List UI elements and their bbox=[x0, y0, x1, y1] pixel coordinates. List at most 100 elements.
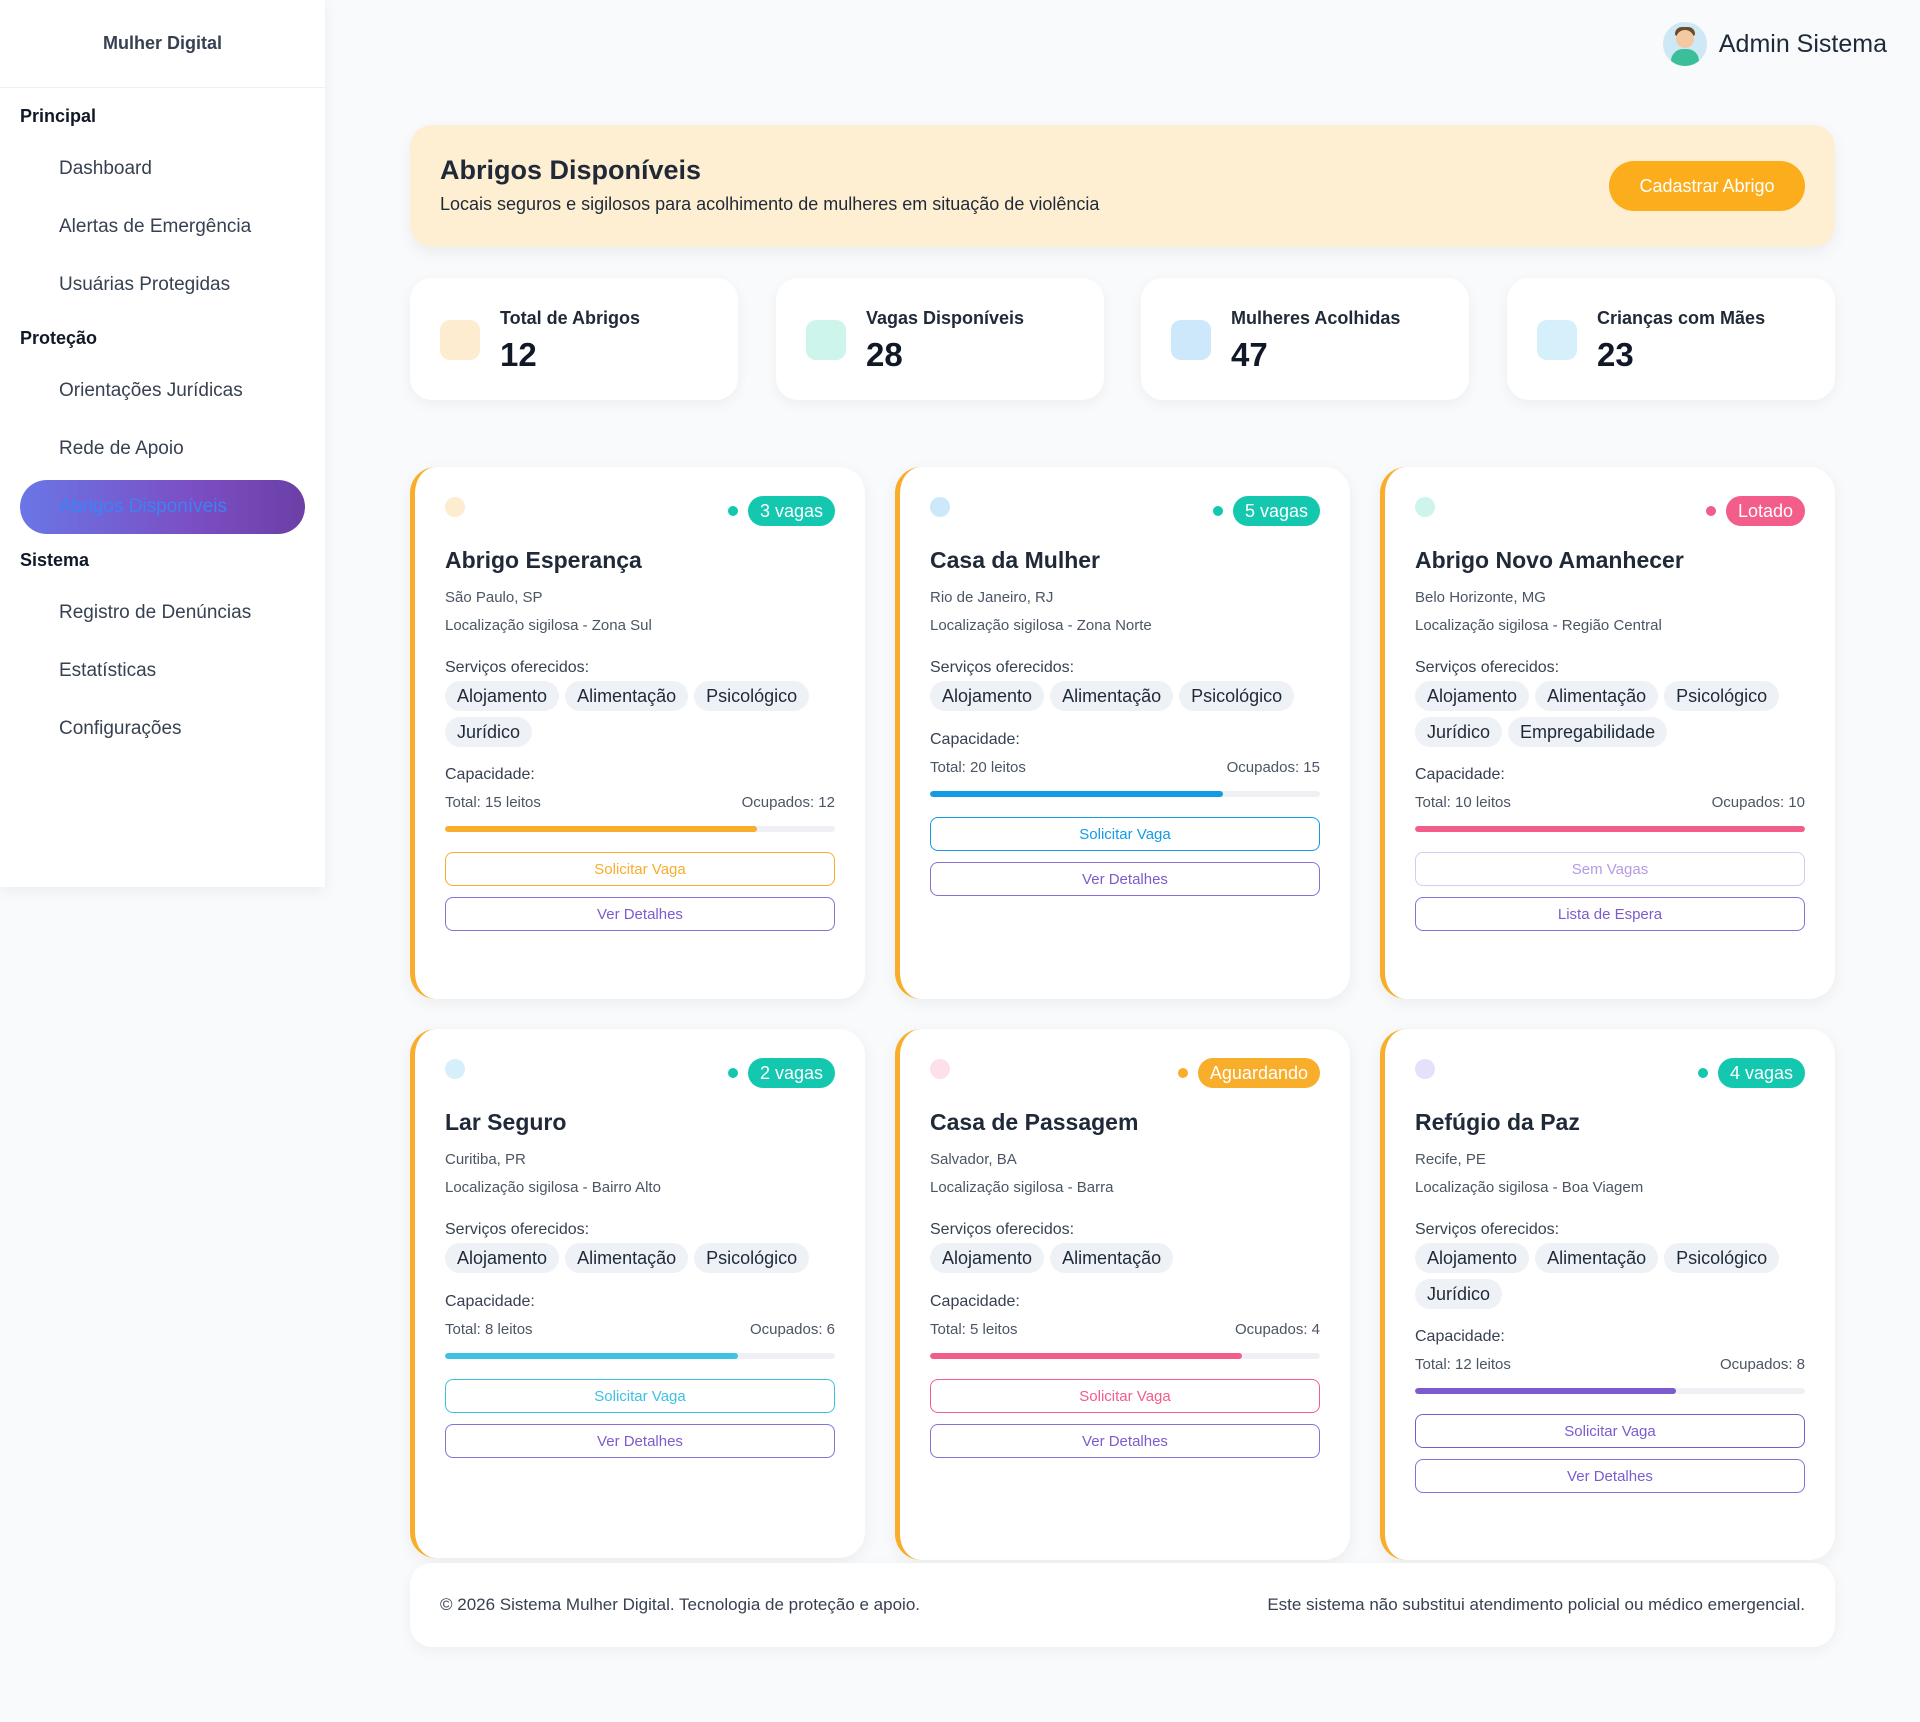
shelter-status-dot bbox=[445, 1059, 465, 1079]
sidebar-item-estatisticas[interactable]: Estatísticas bbox=[59, 660, 157, 681]
solicitar-vaga-button[interactable]: Solicitar Vaga bbox=[445, 1379, 835, 1413]
occupancy-bar bbox=[445, 1353, 835, 1359]
shelter-city: Salvador, BA bbox=[930, 1151, 1017, 1168]
shelter-card-casa-de-passagem: Aguardando Casa de Passagem Salvador, BA… bbox=[895, 1029, 1350, 1560]
stat-card-mulheres: Mulheres Acolhidas 47 bbox=[1141, 278, 1469, 400]
status-badge: 2 vagas bbox=[747, 1058, 835, 1088]
lista-de-espera-button[interactable]: Lista de Espera bbox=[1415, 897, 1805, 931]
availability-badge: Lotado bbox=[1705, 496, 1805, 526]
sidebar-item-usuarias[interactable]: Usuárias Protegidas bbox=[59, 274, 231, 295]
services-label: Serviços oferecidos: bbox=[930, 659, 1075, 676]
sidebar-item-configuracoes[interactable]: Configurações bbox=[59, 718, 182, 739]
service-tag: Psicológico bbox=[1179, 681, 1295, 711]
capacity-label: Capacidade: bbox=[930, 1293, 1020, 1310]
user-name: Admin Sistema bbox=[1718, 29, 1887, 58]
solicitar-vaga-button[interactable]: Solicitar Vaga bbox=[930, 1379, 1320, 1413]
sidebar-item-rede-apoio[interactable]: Rede de Apoio bbox=[59, 438, 184, 459]
capacity-row: Total: 12 leitos Ocupados: 8 bbox=[1415, 1356, 1805, 1373]
stat-value: 23 bbox=[1597, 336, 1634, 373]
user-avatar-icon bbox=[1662, 22, 1707, 66]
occupancy-bar bbox=[1415, 1388, 1805, 1394]
availability-badge: 5 vagas bbox=[1212, 496, 1320, 526]
occupancy-fill bbox=[445, 1353, 738, 1359]
service-tag: Alimentação bbox=[1535, 1243, 1659, 1273]
status-badge: 3 vagas bbox=[747, 496, 835, 526]
shelter-card-lar-seguro: 2 vagas Lar Seguro Curitiba, PR Localiza… bbox=[410, 1029, 865, 1558]
user-menu[interactable]: Admin Sistema bbox=[1662, 22, 1887, 66]
solicitar-vaga-button[interactable]: Solicitar Vaga bbox=[1415, 1414, 1805, 1448]
sidebar-item-denuncias[interactable]: Registro de Denúncias bbox=[59, 602, 252, 623]
sidebar-item-orientacoes[interactable]: Orientações Jurídicas bbox=[59, 380, 243, 401]
service-tag: Psicológico bbox=[694, 1243, 810, 1273]
availability-badge: 2 vagas bbox=[727, 1058, 835, 1088]
shelter-status-dot bbox=[1415, 1059, 1435, 1079]
shelter-name: Abrigo Novo Amanhecer bbox=[1415, 547, 1684, 573]
services-label: Serviços oferecidos: bbox=[1415, 659, 1560, 676]
service-tag: Alojamento bbox=[1415, 1243, 1530, 1273]
shelter-status-dot bbox=[930, 1059, 950, 1079]
capacity-occupied: Ocupados: 4 bbox=[1234, 1321, 1320, 1338]
capacity-occupied: Ocupados: 15 bbox=[1226, 759, 1320, 776]
stat-label: Vagas Disponíveis bbox=[866, 308, 1025, 328]
shelter-location: Localização sigilosa - Barra bbox=[930, 1179, 1114, 1196]
occupancy-fill bbox=[1415, 826, 1805, 832]
sidebar-item-alertas[interactable]: Alertas de Emergência bbox=[59, 216, 252, 237]
stat-card-vagas: Vagas Disponíveis 28 bbox=[776, 278, 1104, 400]
service-tag: Alimentação bbox=[565, 681, 689, 711]
service-tag: Alimentação bbox=[1535, 681, 1659, 711]
stat-label: Mulheres Acolhidas bbox=[1231, 308, 1401, 328]
solicitar-vaga-button[interactable]: Solicitar Vaga bbox=[445, 852, 835, 886]
service-tag: Alimentação bbox=[565, 1243, 689, 1273]
sem-vagas-button[interactable]: Sem Vagas bbox=[1415, 852, 1805, 886]
status-badge: Lotado bbox=[1725, 496, 1805, 526]
stat-value: 47 bbox=[1231, 336, 1268, 373]
brand-name: Mulher Digital bbox=[0, 0, 325, 88]
solicitar-vaga-button[interactable]: Solicitar Vaga bbox=[930, 817, 1320, 851]
ver-detalhes-button[interactable]: Ver Detalhes bbox=[445, 897, 835, 931]
stat-value: 28 bbox=[866, 336, 903, 373]
capacity-label: Capacidade: bbox=[1415, 766, 1505, 783]
status-badge: 4 vagas bbox=[1717, 1058, 1805, 1088]
sidebar-item-abrigos[interactable]: Abrigos Disponíveis bbox=[20, 480, 305, 534]
shelter-card-casa-da-mulher: 5 vagas Casa da Mulher Rio de Janeiro, R… bbox=[895, 467, 1350, 999]
shelter-location: Localização sigilosa - Zona Sul bbox=[445, 617, 652, 634]
ver-detalhes-button[interactable]: Ver Detalhes bbox=[930, 1424, 1320, 1458]
cadastrar-abrigo-button[interactable]: Cadastrar Abrigo bbox=[1609, 161, 1805, 211]
capacity-total: Total: 5 leitos bbox=[930, 1321, 1018, 1338]
availability-badge: Aguardando bbox=[1177, 1058, 1320, 1088]
badge-dot bbox=[727, 1068, 738, 1078]
ver-detalhes-button[interactable]: Ver Detalhes bbox=[445, 1424, 835, 1458]
ver-detalhes-button[interactable]: Ver Detalhes bbox=[930, 862, 1320, 896]
stat-icon bbox=[440, 320, 480, 360]
shelter-status-dot bbox=[445, 497, 465, 517]
services-label: Serviços oferecidos: bbox=[445, 659, 590, 676]
shelter-city: Belo Horizonte, MG bbox=[1415, 589, 1546, 606]
shelter-card-abrigo-esperanca: 3 vagas Abrigo Esperança São Paulo, SP L… bbox=[410, 467, 865, 999]
footer: © 2026 Sistema Mulher Digital. Tecnologi… bbox=[410, 1563, 1835, 1647]
shelter-location: Localização sigilosa - Boa Viagem bbox=[1415, 1179, 1644, 1196]
shelter-location: Localização sigilosa - Região Central bbox=[1415, 617, 1662, 634]
shelter-city: Curitiba, PR bbox=[445, 1151, 526, 1168]
badge-dot bbox=[727, 506, 738, 516]
sidebar: Mulher Digital Principal Dashboard Alert… bbox=[0, 0, 325, 887]
service-tag: Jurídico bbox=[445, 717, 533, 747]
sidebar-item-dashboard[interactable]: Dashboard bbox=[59, 158, 152, 179]
capacity-label: Capacidade: bbox=[445, 766, 535, 783]
stat-label: Crianças com Mães bbox=[1597, 308, 1766, 328]
service-tag: Alimentação bbox=[1050, 1243, 1174, 1273]
capacity-total: Total: 20 leitos bbox=[930, 759, 1026, 776]
capacity-total: Total: 15 leitos bbox=[445, 794, 541, 811]
page-banner: Abrigos Disponíveis Locais seguros e sig… bbox=[410, 125, 1835, 247]
services-list: Alojamento Alimentação Psicológico Jurídico bbox=[445, 681, 845, 747]
service-tag: Alojamento bbox=[930, 681, 1045, 711]
shelter-card-refugio-da-paz: 4 vagas Refúgio da Paz Recife, PE Locali… bbox=[1380, 1029, 1835, 1560]
service-tag: Jurídico bbox=[1415, 717, 1503, 747]
services-list: Alojamento Alimentação Psicológico bbox=[445, 1243, 845, 1273]
service-tag: Alojamento bbox=[445, 1243, 560, 1273]
service-tag: Psicológico bbox=[1664, 1243, 1780, 1273]
service-tag: Psicológico bbox=[1664, 681, 1780, 711]
ver-detalhes-button[interactable]: Ver Detalhes bbox=[1415, 1459, 1805, 1493]
shelter-city: São Paulo, SP bbox=[445, 589, 543, 606]
badge-dot bbox=[1177, 1068, 1188, 1078]
stat-value: 12 bbox=[500, 336, 537, 373]
